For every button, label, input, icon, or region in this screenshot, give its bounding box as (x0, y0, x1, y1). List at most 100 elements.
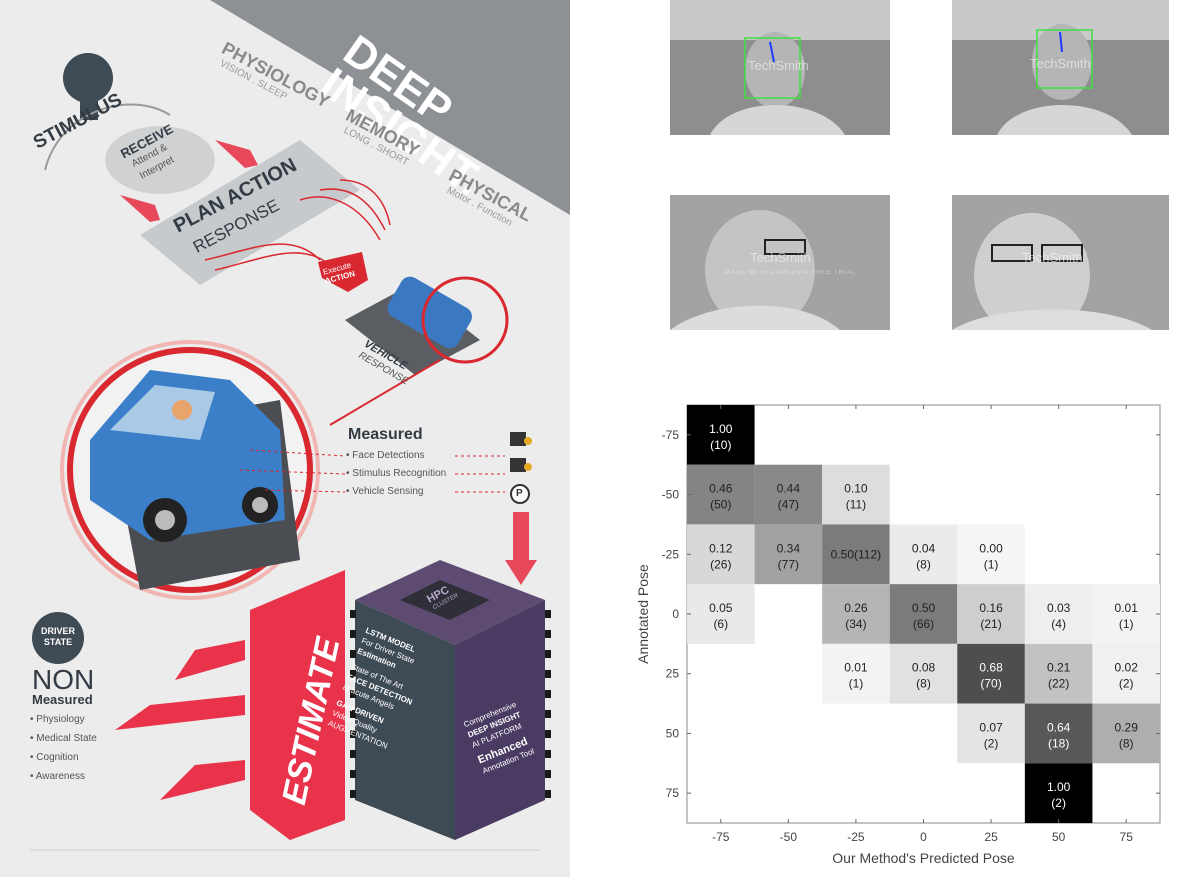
measured-item-1: • Face Detections (346, 450, 425, 461)
heatmap-cell (957, 643, 1025, 704)
driver-photo-4: TechSmith (952, 195, 1169, 330)
non-item-4: • Awareness (30, 771, 86, 782)
cell-count-label: (34) (845, 617, 866, 631)
cell-value-label: 0.02 (1115, 661, 1139, 675)
x-tick-label: 25 (984, 830, 998, 844)
cell-value-label: 0.10 (844, 482, 868, 496)
cell-count-label: (70) (980, 677, 1001, 691)
y-tick-label: 0 (672, 607, 679, 621)
cell-count-label: (47) (778, 498, 799, 512)
cell-value-label: 0.07 (979, 720, 1003, 734)
heatmap-cell (957, 524, 1025, 585)
cell-value-label: 0.03 (1047, 601, 1071, 615)
heatmap-cell (1024, 703, 1093, 764)
heatmap-cell (687, 584, 755, 644)
heatmap-cell (1024, 584, 1093, 644)
heatmap-cell (957, 703, 1025, 764)
cell-count-label: (66) (913, 617, 934, 631)
watermark-4: TechSmith (1022, 250, 1083, 265)
state-label: STATE (43, 637, 73, 647)
cell-value-label: 0.00 (979, 541, 1003, 555)
cell-count-label: (1) (1119, 617, 1134, 631)
cell-value-label: 0.26 (844, 601, 868, 615)
x-tick-label: 75 (1120, 830, 1134, 844)
parking-sensor-icon: P (516, 488, 523, 499)
confusion-matrix-svg: 1.00 (10) 0.46 (50) 0.44 (47) 0.10 (11) 0.12 (26)… (635, 404, 1161, 866)
x-tick-label: -50 (780, 830, 798, 844)
heatmap-cell (1092, 703, 1160, 764)
watermark-3: TechSmith (750, 250, 811, 265)
driver-label: DRIVER (40, 626, 75, 636)
cell-count-label: (4) (1051, 617, 1066, 631)
driver-state-badge: DRIVER STATE (40, 626, 76, 648)
heatmap-cell (687, 524, 755, 585)
non-label: NON (32, 664, 95, 695)
heatmap-cell (754, 464, 823, 525)
cell-value-label: 0.01 (1115, 601, 1139, 615)
driver-photo-4-graphic (952, 195, 1169, 330)
cell-count-label: (22) (1048, 677, 1069, 691)
y-tick-label: 75 (666, 786, 680, 800)
cell-count-label: (10) (710, 438, 731, 452)
cell-value-label: 0.34 (777, 541, 801, 555)
cell-count-label: (8) (1119, 736, 1134, 750)
non-measured-label: Measured (32, 692, 93, 707)
watermark-1: TechSmith (748, 58, 809, 73)
cell-value-label: 0.50(112) (831, 547, 881, 561)
cell-count-label: (2) (1119, 677, 1134, 691)
x-axis-label: Our Method's Predicted Pose (832, 850, 1015, 866)
cell-count-label: (50) (710, 498, 731, 512)
measured-item-2: • Stimulus Recognition (346, 468, 447, 479)
y-tick-label: 50 (666, 726, 680, 740)
watermark-sub-3: MADE WITH CAMTASIA FREE TRIAL (725, 270, 857, 276)
y-tick-label: -25 (662, 547, 680, 561)
measured-title: Measured (348, 426, 423, 443)
heatmap-cell (822, 584, 890, 644)
x-tick-label: 50 (1052, 830, 1066, 844)
non-item-3: • Cognition (30, 752, 79, 763)
heatmap-cell (1092, 584, 1160, 644)
cell-value-label: 0.46 (709, 482, 733, 496)
cell-value-label: 0.44 (777, 482, 801, 496)
heatmap-cell (1024, 643, 1093, 704)
cell-count-label: (11) (846, 498, 866, 512)
measured-item-3: • Vehicle Sensing (346, 486, 424, 497)
cell-value-label: 0.04 (912, 541, 936, 555)
driver-photo-1-graphic (670, 0, 890, 135)
cell-count-label: (2) (1051, 796, 1066, 810)
heatmap-cell (889, 643, 958, 704)
deep-insight-infographic: DEEP INSIGHT. PHYSIOLOGY VISION . SLEEP … (0, 0, 570, 877)
heatmap-cell (822, 464, 890, 525)
non-item-1: • Physiology (30, 714, 85, 725)
cell-count-label: (8) (916, 557, 931, 571)
cell-value-label: 0.29 (1115, 720, 1139, 734)
watermark-2: TechSmith (1030, 56, 1091, 71)
cell-value-label: 0.08 (912, 661, 936, 675)
cell-count-label: (26) (710, 557, 731, 571)
heatmap-cell (754, 524, 823, 585)
heatmap-cell (1024, 763, 1093, 823)
cell-count-label: (18) (1048, 736, 1069, 750)
cell-value-label: 0.50 (912, 601, 936, 615)
cell-value-label: 0.12 (709, 541, 733, 555)
driver-photo-3: TechSmith MADE WITH CAMTASIA FREE TRIAL (670, 195, 890, 330)
cell-count-label: (6) (713, 617, 728, 631)
heatmap-cell (822, 643, 890, 704)
cell-value-label: 0.01 (844, 661, 868, 675)
cell-value-label: 1.00 (1047, 780, 1071, 794)
driver-photo-3-graphic (670, 195, 890, 330)
cell-value-label: 0.21 (1047, 661, 1071, 675)
cell-value-label: 0.16 (979, 601, 1003, 615)
cell-value-label: 0.05 (709, 601, 733, 615)
heatmap-cell (822, 524, 890, 585)
cell-count-label: (1) (849, 677, 864, 691)
x-tick-label: -75 (712, 830, 730, 844)
cell-value-label: 1.00 (709, 422, 733, 436)
non-item-2: • Medical State (30, 733, 97, 744)
heatmap-cell (889, 584, 958, 644)
infographic-graphics (30, 0, 570, 851)
cell-value-label: 0.64 (1047, 720, 1071, 734)
x-tick-label: 0 (920, 830, 927, 844)
heatmap-cell (1092, 643, 1160, 704)
heatmap-cell (957, 584, 1025, 644)
